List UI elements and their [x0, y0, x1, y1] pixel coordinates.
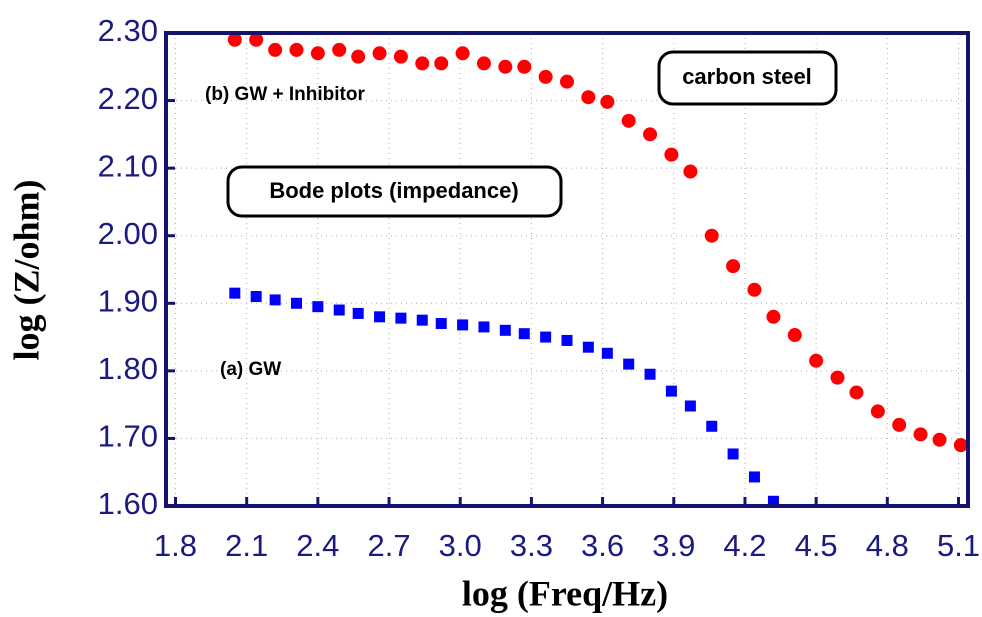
data-point: [623, 358, 635, 370]
x-tick-label: 5.1: [937, 528, 980, 563]
data-point: [517, 59, 532, 74]
x-tick-label: 3.6: [581, 528, 624, 563]
annotation-box: [226, 165, 563, 218]
data-point: [601, 347, 613, 359]
data-point: [415, 56, 430, 71]
data-point: [372, 46, 387, 61]
data-point: [849, 385, 864, 400]
data-point: [892, 417, 907, 432]
y-tick-label: 1.60: [98, 486, 158, 521]
data-point: [726, 259, 741, 274]
data-point: [434, 56, 449, 71]
x-tick-label: 3.3: [510, 528, 553, 563]
data-point: [393, 49, 408, 64]
data-point: [518, 328, 530, 340]
y-tick-label: 2.00: [98, 216, 158, 251]
data-point: [333, 304, 345, 316]
data-point: [250, 291, 262, 303]
data-point: [621, 113, 636, 128]
data-point: [767, 495, 779, 507]
data-point: [312, 301, 324, 313]
y-tick-label: 2.30: [98, 13, 158, 48]
x-tick-label: 3.9: [652, 528, 695, 563]
data-point: [747, 282, 762, 297]
x-axis-label: log (Freq/Hz): [462, 573, 668, 613]
data-point: [932, 432, 947, 447]
y-tick-label: 2.20: [98, 81, 158, 116]
annotation: Bode plots (impedance): [269, 178, 518, 203]
data-point: [664, 147, 679, 162]
data-point: [644, 368, 656, 380]
data-point: [748, 471, 760, 483]
data-point: [478, 321, 490, 333]
data-point: [560, 74, 574, 89]
marks: [227, 32, 968, 507]
data-point: [310, 46, 325, 61]
y-tick-label: 1.80: [98, 351, 158, 386]
data-point: [352, 307, 364, 319]
data-point: [499, 324, 511, 336]
data-point: [229, 287, 241, 299]
data-point: [268, 42, 283, 57]
data-point: [435, 318, 447, 330]
data-point: [706, 420, 718, 432]
y-axis-label: log (Z/ohm): [6, 179, 46, 360]
x-tick-label: 4.2: [723, 528, 766, 563]
data-point: [809, 353, 824, 368]
data-point: [457, 319, 469, 331]
y-tick-label: 1.90: [98, 283, 158, 318]
data-point: [913, 427, 928, 442]
y-tick-label: 1.70: [98, 419, 158, 454]
data-point: [581, 90, 596, 105]
data-point: [704, 228, 719, 243]
plot-frame: [164, 31, 970, 508]
data-point: [561, 334, 573, 346]
data-point: [395, 312, 407, 324]
data-point: [787, 328, 802, 343]
data-point: [374, 311, 386, 323]
data-point: [538, 69, 553, 84]
x-tick-label: 2.7: [367, 528, 410, 563]
data-point: [870, 404, 885, 419]
data-point: [582, 341, 594, 353]
data-point: [476, 56, 491, 71]
data-point: [351, 49, 366, 64]
data-point: [683, 164, 698, 179]
y-tick-label: 2.10: [98, 148, 158, 183]
x-tick-label: 4.5: [795, 528, 838, 563]
data-point: [727, 448, 739, 460]
data-point: [269, 294, 281, 306]
annotation: (a) GW: [220, 359, 281, 380]
data-point: [291, 297, 303, 309]
x-tick-label: 3.0: [439, 528, 482, 563]
x-tick-label: 2.1: [225, 528, 268, 563]
annotation: carbon steel: [682, 64, 812, 89]
annotation: (b) GW + Inhibitor: [205, 84, 365, 105]
data-point: [227, 32, 242, 47]
x-tick-label: 2.4: [296, 528, 339, 563]
x-tick-label: 1.8: [154, 528, 197, 563]
data-point: [766, 309, 781, 324]
annotation-box: [657, 50, 838, 106]
data-point: [540, 331, 552, 343]
data-point: [249, 32, 264, 47]
x-tick-label: 4.8: [866, 528, 909, 563]
data-point: [684, 400, 696, 412]
data-point: [600, 94, 615, 109]
data-point: [643, 127, 658, 142]
data-point: [830, 370, 845, 385]
data-point: [498, 59, 513, 74]
data-point: [953, 438, 968, 453]
data-point: [665, 385, 677, 397]
data-point: [289, 42, 304, 57]
data-point: [332, 42, 347, 57]
data-point: [455, 46, 470, 61]
data-point: [416, 314, 428, 326]
